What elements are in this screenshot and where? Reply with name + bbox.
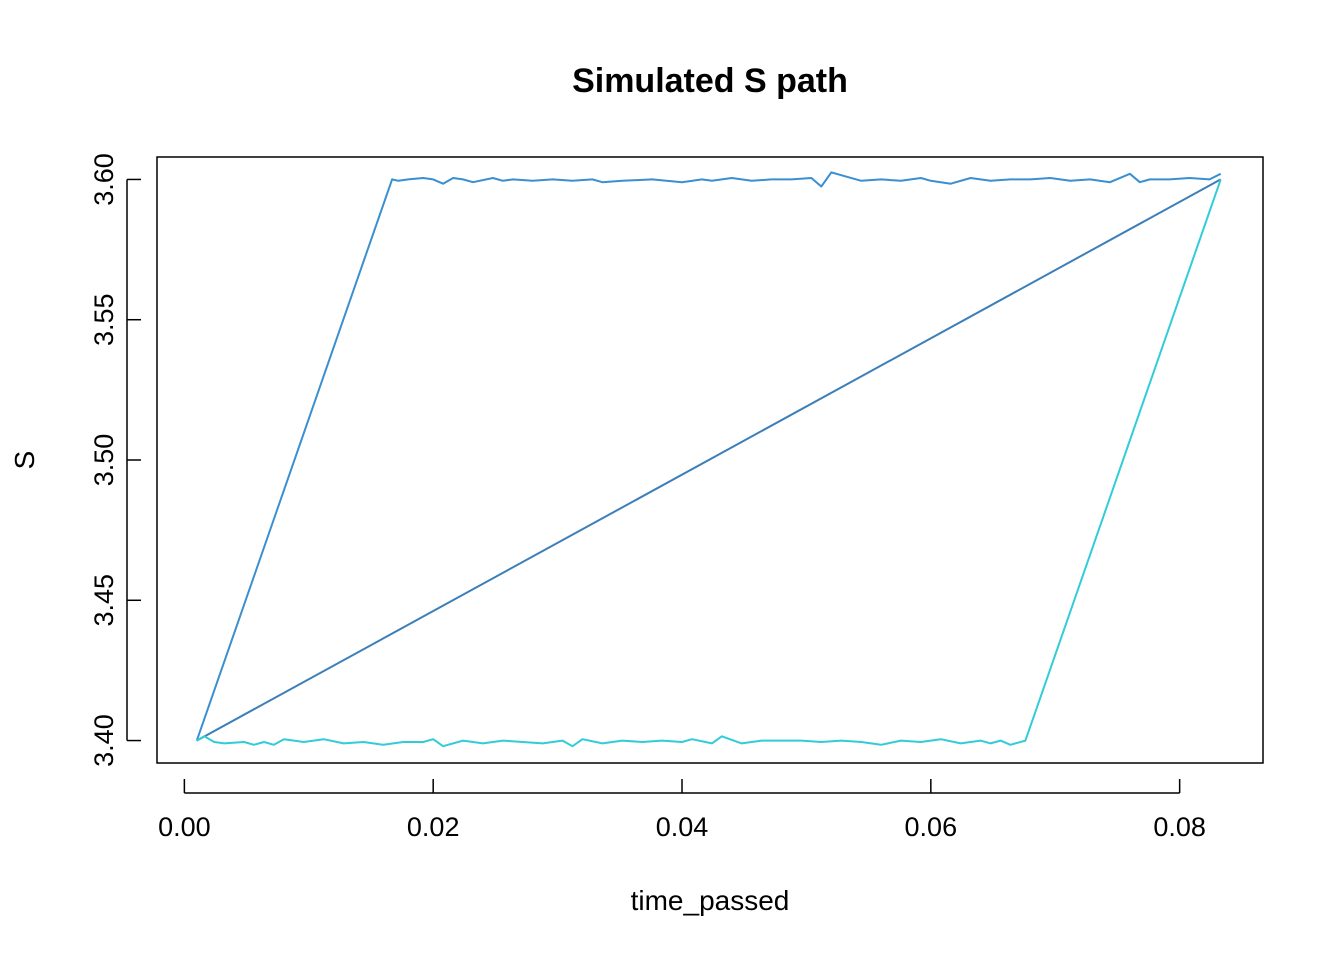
y-tick-label: 3.55 bbox=[89, 293, 119, 346]
chart-title: Simulated S path bbox=[572, 62, 848, 100]
x-axis: 0.00 0.02 0.04 0.06 0.08 bbox=[158, 779, 1206, 842]
plot-frame bbox=[156, 156, 1264, 764]
x-tick-label: 0.04 bbox=[656, 812, 709, 842]
y-tick-label: 3.60 bbox=[89, 153, 119, 206]
y-tick-label: 3.45 bbox=[89, 574, 119, 627]
x-tick-label: 0.00 bbox=[158, 812, 211, 842]
series-line-2 bbox=[196, 178, 1222, 742]
y-tick-label: 3.40 bbox=[89, 714, 119, 767]
series-layer bbox=[195, 171, 1222, 748]
y-tick-label: 3.50 bbox=[89, 434, 119, 487]
x-tick-label: 0.06 bbox=[905, 812, 958, 842]
series-line-3 bbox=[196, 179, 1222, 748]
y-axis-label: S bbox=[9, 451, 40, 470]
x-tick-label: 0.08 bbox=[1153, 812, 1206, 842]
x-tick-label: 0.02 bbox=[407, 812, 460, 842]
x-axis-label: time_passed bbox=[631, 885, 790, 916]
y-axis: 3.40 3.45 3.50 3.55 3.60 bbox=[89, 153, 141, 767]
series-line-1 bbox=[195, 171, 1222, 741]
